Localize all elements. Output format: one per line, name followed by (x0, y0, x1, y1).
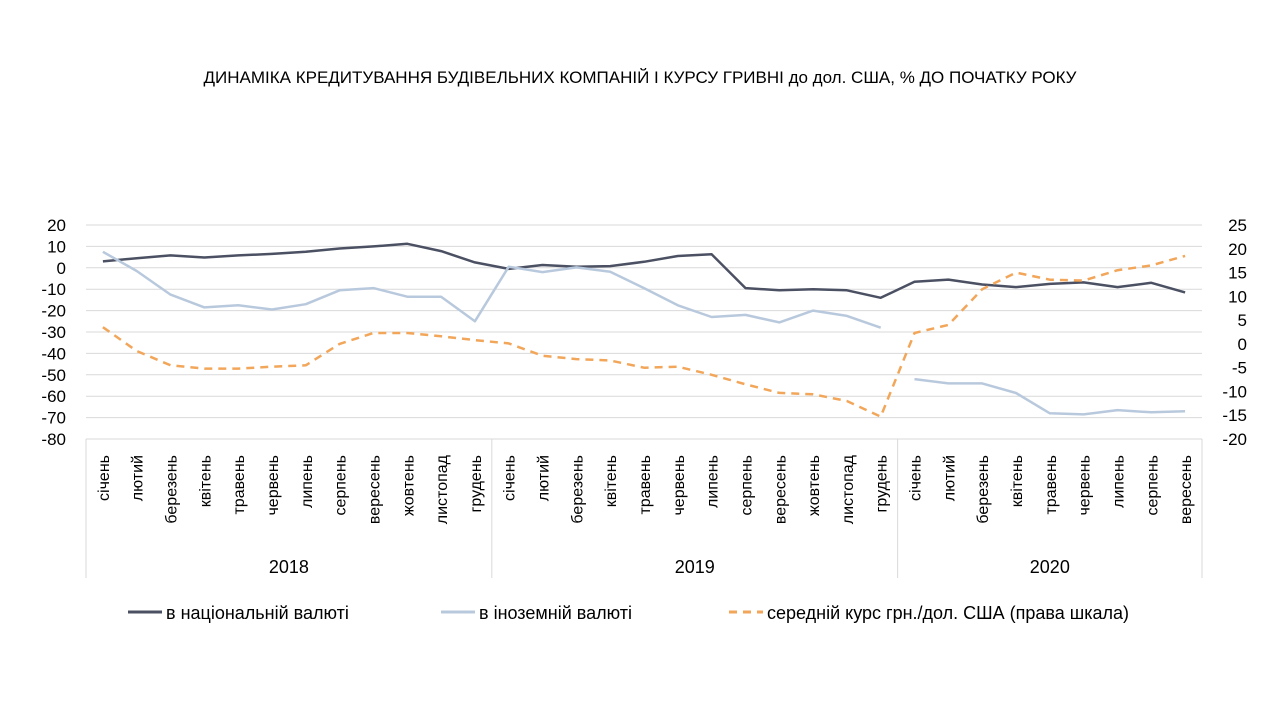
series-line (102, 254, 1186, 418)
right-tick-label: -5 (1232, 359, 1247, 378)
month-tick-label: серпень (333, 455, 350, 516)
month-tick-label: червень (265, 455, 282, 516)
right-tick-label: 0 (1238, 335, 1247, 354)
series-layer (102, 242, 1186, 418)
right-tick-label: 5 (1238, 311, 1247, 330)
right-tick-label: -20 (1222, 430, 1247, 449)
legend: в національній валюті в іноземній валюті с… (128, 603, 1129, 623)
month-tick-label: липень (705, 455, 722, 508)
series-line (102, 242, 1186, 300)
month-tick-label: вересень (772, 455, 789, 524)
month-tick-label: квітень (1009, 455, 1026, 507)
left-tick-label: -80 (41, 430, 66, 449)
left-axis-ticks: 20 10 0 -10 -20 -30 -40 -50 -60 -70 -80 (41, 216, 66, 449)
year-label: 2018 (269, 557, 309, 577)
month-tick-label: вересень (1178, 455, 1195, 524)
month-tick-label: лютий (536, 455, 553, 501)
month-tick-label: березень (569, 455, 586, 524)
left-tick-label: 0 (57, 259, 66, 278)
month-tick-label: квітень (197, 455, 214, 507)
month-tick-label: липень (299, 455, 316, 508)
right-tick-label: -10 (1222, 382, 1247, 401)
legend-label: в іноземній валюті (479, 603, 632, 623)
left-tick-label: -50 (41, 366, 66, 385)
month-tick-label: січень (502, 455, 519, 501)
legend-label: середній курс грн./дол. США (права шкала… (767, 603, 1129, 623)
month-tick-label: листопад (840, 454, 857, 524)
month-tick-label: квітень (603, 455, 620, 507)
chart-title: ДИНАМІКА КРЕДИТУВАННЯ БУДІВЕЛЬНИХ КОМПАН… (204, 68, 1077, 87)
left-tick-label: -30 (41, 323, 66, 342)
month-tick-label: серпень (1144, 455, 1161, 516)
right-axis-ticks: 25 20 15 10 5 0 -5 -10 -15 -20 (1222, 216, 1247, 449)
month-tick-label: січень (908, 455, 925, 501)
series-line (102, 250, 882, 329)
month-tick-label: жовтень (400, 455, 417, 516)
left-tick-label: -60 (41, 387, 66, 406)
month-tick-label: липень (1110, 455, 1127, 508)
month-tick-label: січень (96, 455, 113, 501)
month-tick-label: травень (637, 455, 654, 515)
month-tick-label: червень (671, 455, 688, 516)
left-tick-label: -40 (41, 344, 66, 363)
month-tick-label: вересень (366, 455, 383, 524)
month-tick-label: грудень (874, 455, 891, 512)
right-tick-label: -15 (1222, 406, 1247, 425)
month-tick-label: лютий (130, 455, 147, 501)
year-label: 2019 (675, 557, 715, 577)
right-tick-label: 10 (1228, 287, 1247, 306)
category-axis: січень лютий березень квітень травень червень… (85, 438, 1203, 578)
month-tick-label: червень (1077, 455, 1094, 516)
left-tick-label: -70 (41, 409, 66, 428)
right-tick-label: 15 (1228, 264, 1247, 283)
right-tick-label: 20 (1228, 240, 1247, 259)
left-tick-label: -20 (41, 302, 66, 321)
left-tick-label: 10 (47, 237, 66, 256)
year-label: 2020 (1030, 557, 1070, 577)
month-tick-label: грудень (468, 455, 485, 512)
month-tick-label: жовтень (806, 455, 823, 516)
month-tick-label: серпень (738, 455, 755, 516)
month-tick-label: березень (975, 455, 992, 524)
grid-lines (86, 224, 1202, 440)
month-tick-label: травень (1043, 455, 1060, 515)
left-tick-label: 20 (47, 216, 66, 235)
series-line (914, 377, 1186, 416)
legend-label: в національній валюті (166, 603, 349, 623)
left-tick-label: -10 (41, 280, 66, 299)
month-tick-label: травень (231, 455, 248, 515)
right-tick-label: 25 (1228, 216, 1247, 235)
month-tick-label: березень (164, 455, 181, 524)
month-tick-label: листопад (434, 454, 451, 524)
month-tick-label: лютий (941, 455, 958, 501)
